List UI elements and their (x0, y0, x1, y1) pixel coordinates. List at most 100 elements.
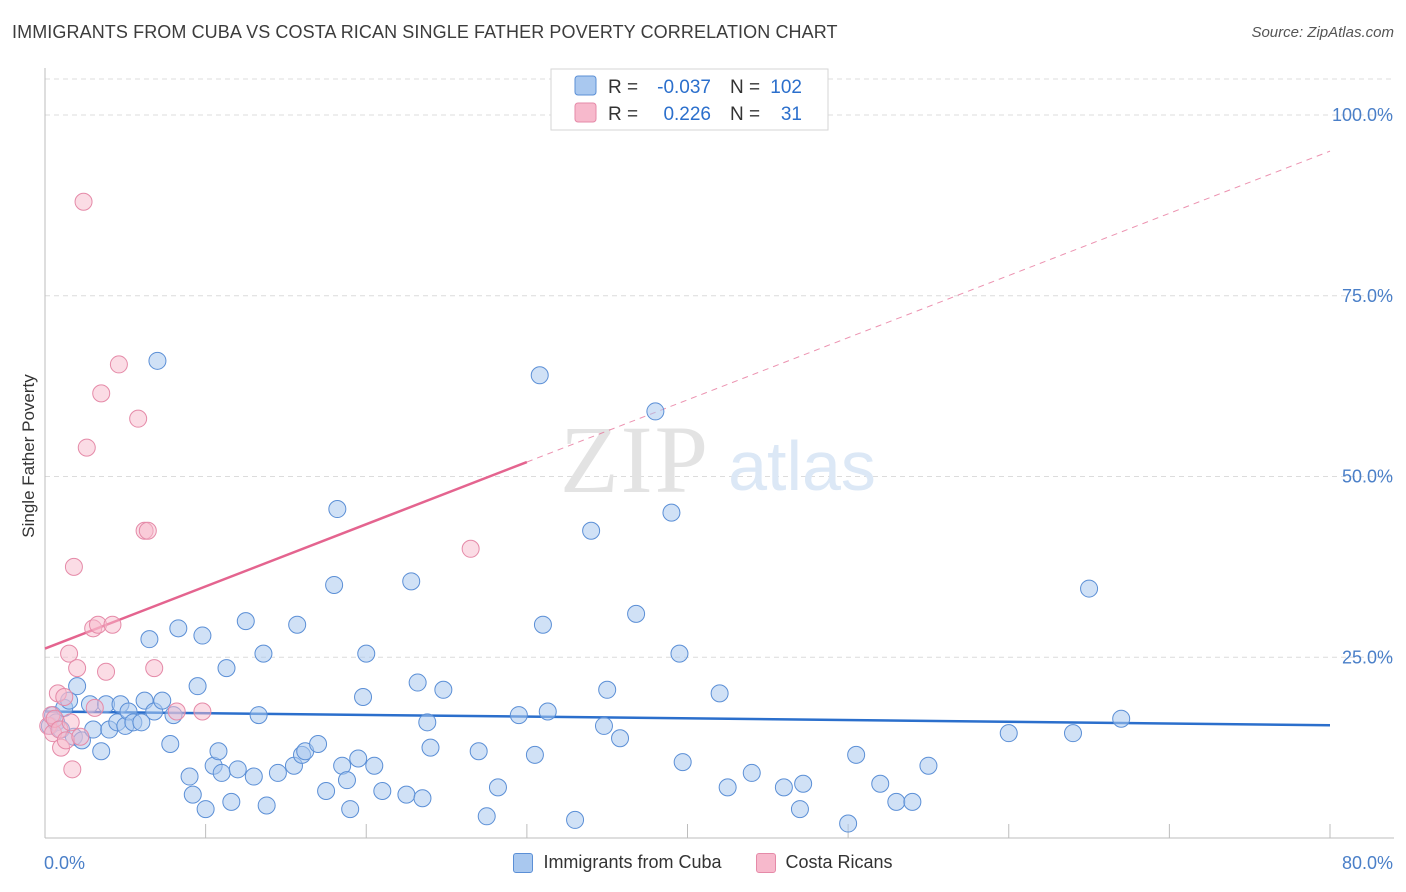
legend-item-cuba[interactable]: Immigrants from Cuba (513, 852, 722, 873)
point-costa-rica-23 (129, 409, 148, 428)
trend-line-costa-rica (44, 460, 528, 650)
point-costa-rica-26 (145, 659, 164, 678)
legend-swatch-cuba (513, 852, 534, 873)
legend-item-costa-rica[interactable]: Costa Ricans (755, 852, 893, 873)
stats-swatch-pink (574, 102, 597, 123)
point-cuba-99 (1064, 724, 1082, 743)
stats-n-value-2: 31 (781, 104, 802, 125)
point-cuba-31 (193, 626, 212, 645)
point-cuba-39 (236, 612, 255, 631)
chart-title: IMMIGRANTS FROM CUBA VS COSTA RICAN SING… (12, 22, 838, 42)
y-tick-label-50: 50.0% (1342, 467, 1393, 487)
point-cuba-87 (718, 778, 737, 797)
watermark: ZIP atlas (560, 406, 876, 513)
point-cuba-61 (397, 785, 416, 804)
point-cuba-82 (646, 402, 665, 421)
point-cuba-50 (317, 782, 336, 801)
y-tick-label-25: 25.0% (1342, 647, 1393, 667)
stats-r-label-2: R = (608, 104, 638, 125)
point-cuba-81 (627, 604, 646, 623)
point-cuba-65 (418, 713, 437, 732)
point-cuba-64 (413, 789, 432, 808)
point-cuba-71 (509, 706, 528, 725)
point-costa-rica-27 (167, 702, 186, 721)
legend-swatch-costa-rica (755, 852, 776, 873)
point-cuba-95 (887, 792, 906, 811)
point-cuba-36 (217, 659, 236, 678)
point-cuba-77 (582, 521, 601, 540)
point-cuba-57 (354, 688, 373, 707)
stats-n-label-1: N = (730, 77, 760, 98)
point-cuba-96 (903, 792, 922, 811)
point-cuba-91 (794, 774, 813, 793)
point-cuba-58 (357, 644, 376, 663)
series-legend: Immigrants from Cuba Costa Ricans (0, 852, 1406, 873)
point-cuba-21 (140, 630, 159, 649)
point-cuba-90 (790, 800, 809, 819)
tick-labels: 25.0% 50.0% 75.0% 100.0% 0.0% 80.0% (44, 105, 1393, 873)
point-cuba-41 (249, 706, 268, 725)
point-cuba-49 (309, 735, 328, 754)
point-cuba-27 (169, 619, 188, 638)
point-cuba-11 (92, 742, 111, 761)
point-cuba-56 (349, 749, 368, 768)
data-points (39, 192, 1131, 833)
stats-swatch-blue (574, 75, 597, 96)
point-cuba-32 (196, 800, 215, 819)
point-costa-rica-30 (85, 698, 104, 717)
y-tick-label-75: 75.0% (1342, 286, 1393, 306)
point-cuba-51 (325, 575, 344, 594)
point-cuba-40 (244, 767, 263, 786)
point-costa-rica-20 (97, 662, 116, 681)
point-cuba-23 (148, 351, 167, 370)
point-cuba-30 (188, 677, 207, 696)
point-cuba-68 (469, 742, 488, 761)
point-cuba-74 (533, 615, 552, 634)
y-axis-label: Single Father Poverty (19, 374, 38, 538)
point-costa-rica-19 (92, 384, 111, 403)
stats-legend: R = -0.037 N = 102 R = 0.226 N = 31 (550, 68, 829, 131)
point-costa-rica-7 (55, 688, 74, 707)
y-tick-label-100: 100.0% (1332, 105, 1393, 125)
watermark-atlas: atlas (728, 427, 876, 505)
point-cuba-93 (847, 745, 866, 764)
point-cuba-69 (477, 807, 496, 826)
point-cuba-92 (839, 814, 858, 833)
point-cuba-55 (341, 800, 360, 819)
point-cuba-67 (434, 680, 453, 699)
legend-label-cuba: Immigrants from Cuba (543, 852, 722, 872)
point-cuba-73 (530, 366, 549, 385)
point-costa-rica-25 (138, 521, 157, 540)
source-label: Source: ZipAtlas.com (1251, 24, 1394, 41)
point-cuba-83 (662, 503, 681, 522)
x-tick-label-min: 0.0% (44, 853, 85, 873)
point-costa-rica-12 (64, 557, 83, 576)
point-costa-rica-15 (74, 192, 93, 211)
stats-r-value-2: 0.226 (663, 104, 711, 125)
point-costa-rica-28 (193, 702, 212, 721)
point-cuba-46 (288, 615, 307, 634)
watermark-zip: ZIP (560, 406, 710, 513)
point-costa-rica-10 (61, 713, 80, 732)
point-cuba-19 (132, 713, 151, 732)
point-cuba-100 (1080, 579, 1099, 598)
point-costa-rica-16 (77, 438, 96, 457)
point-cuba-62 (402, 572, 421, 591)
point-cuba-88 (742, 763, 761, 782)
stats-n-label-2: N = (730, 104, 760, 125)
point-cuba-28 (180, 767, 199, 786)
stats-r-value-1: -0.037 (657, 77, 711, 98)
point-cuba-89 (774, 778, 793, 797)
point-cuba-97 (919, 756, 938, 775)
point-costa-rica-11 (63, 760, 82, 779)
point-cuba-25 (161, 735, 180, 754)
trend-line-cuba (44, 710, 1331, 727)
point-cuba-7 (68, 677, 87, 696)
point-cuba-80 (611, 729, 630, 748)
point-costa-rica-9 (60, 644, 79, 663)
point-cuba-35 (212, 763, 231, 782)
point-cuba-72 (525, 745, 544, 764)
point-cuba-63 (408, 673, 427, 692)
point-cuba-86 (710, 684, 729, 703)
